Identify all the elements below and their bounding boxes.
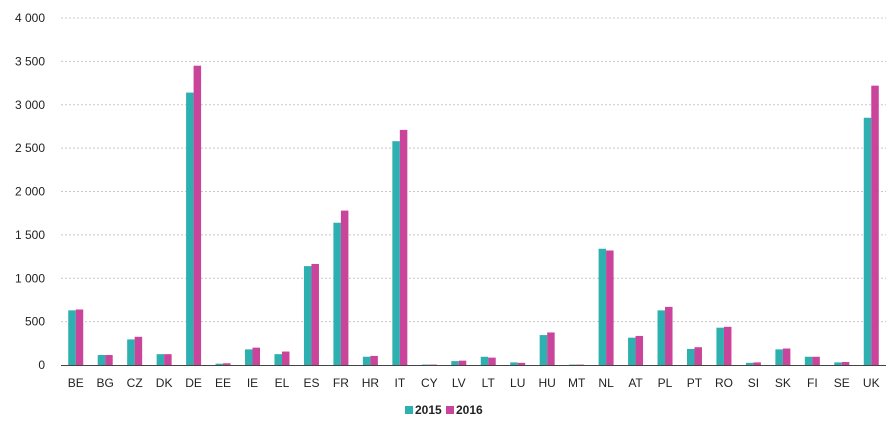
bar-bg-2015 [97,355,106,365]
x-tick-label-el: EL [275,376,290,390]
bar-hu-2015 [539,335,548,365]
bar-it-2016 [399,129,408,365]
bar-si-2016 [753,362,761,365]
bar-pt-2016 [694,347,702,365]
gridlines [61,17,886,323]
legend-label-2015: 2015 [415,403,442,417]
bar-be-2015 [68,310,76,365]
bar-fi-2015 [804,356,813,365]
bar-cz-2016 [134,336,143,365]
bar-pl-2016 [665,306,673,365]
bar-at-2015 [628,337,636,365]
bar-ee-2016 [223,363,231,365]
y-tick-label: 4 000 [15,11,45,25]
bar-si-2015 [745,362,754,365]
x-tick-label-pt: PT [687,376,703,390]
bar-ro-2016 [723,326,732,365]
bar-lt-2016 [488,357,496,365]
bar-nl-2015 [598,248,607,365]
bar-uk-2016 [871,85,879,365]
x-tick-label-cz: CZ [127,376,143,390]
bar-cz-2015 [127,339,135,365]
x-tick-label-ro: RO [715,376,733,390]
bar-at-2016 [635,335,644,365]
x-tick-label-de: DE [185,376,202,390]
bar-it-2015 [392,141,400,365]
bar-bg-2016 [105,355,113,365]
bar-de-2016 [193,65,202,366]
bar-uk-2015 [863,117,872,365]
bar-fr-2016 [340,210,349,365]
bar-ee-2015 [215,363,224,365]
bar-se-2015 [834,362,842,365]
x-tick-label-lt: LT [482,376,496,390]
bar-lu-2016 [517,362,526,365]
y-tick-label: 2 000 [15,185,45,199]
x-tick-label-be: BE [68,376,84,390]
x-tick-label-es: ES [303,376,319,390]
y-tick-label: 0 [38,358,45,372]
y-tick-label: 1 500 [15,228,45,242]
x-tick-label-it: IT [395,376,406,390]
bar-es-2015 [303,266,312,365]
y-axis-tick-labels: 0 500 1 000 1 500 2 000 2 500 3 000 3 500 4 000 [15,11,45,372]
x-tick-label-lv: LV [452,376,466,390]
y-tick-label: 1 000 [15,271,45,285]
bar-fr-2015 [333,222,341,365]
bar-el-2016 [281,351,290,365]
bar-lt-2015 [480,356,489,365]
bar-sk-2015 [775,349,783,365]
bar-sk-2016 [782,348,791,365]
x-tick-label-hr: HR [362,376,380,390]
legend-label-2016: 2016 [456,403,483,417]
x-tick-label-dk: DK [156,376,173,390]
bar-hr-2016 [370,355,378,365]
x-tick-label-at: AT [628,376,643,390]
bar-dk-2015 [156,354,165,365]
y-tick-label: 3 000 [15,98,45,112]
x-tick-label-hu: HU [538,376,555,390]
x-tick-label-bg: BG [97,376,114,390]
x-tick-label-ie: IE [247,376,258,390]
bar-be-2016 [75,309,84,365]
x-tick-label-sk: SK [775,376,791,390]
x-tick-label-se: SE [834,376,850,390]
bar-es-2016 [311,263,319,365]
bar-dk-2016 [164,354,172,365]
legend: 2015 2016 [405,403,483,417]
x-tick-label-pl: PL [658,376,673,390]
bar-de-2015 [186,92,194,365]
bar-hr-2015 [362,356,371,365]
x-tick-label-fi: FI [807,376,818,390]
bar-nl-2016 [606,250,614,365]
x-tick-label-nl: NL [598,376,614,390]
legend-swatch-2015 [405,406,413,414]
x-tick-label-si: SI [748,376,759,390]
bar-lv-2015 [451,361,459,365]
bar-pt-2015 [686,348,695,365]
bar-pl-2015 [657,310,666,365]
bars [68,65,879,366]
bar-ro-2015 [716,327,724,365]
x-tick-label-lu: LU [510,376,525,390]
y-tick-label: 3 500 [15,54,45,68]
bar-lu-2015 [510,362,518,365]
x-tick-label-fr: FR [333,376,349,390]
bar-el-2015 [274,354,282,365]
bar-se-2016 [841,361,850,365]
legend-swatch-2016 [446,406,454,414]
y-tick-label: 500 [25,315,45,329]
bar-fi-2016 [812,356,820,365]
bar-ie-2016 [252,347,261,365]
bar-lv-2016 [458,360,467,365]
x-tick-label-mt: MT [568,376,586,390]
bar-ie-2015 [245,349,253,365]
x-tick-label-uk: UK [863,376,880,390]
y-tick-label: 2 500 [15,141,45,155]
bar-hu-2016 [547,332,555,365]
x-tick-label-cy: CY [421,376,438,390]
x-axis-tick-labels: BE BG CZ DK DE EE IE EL ES FR HR IT CY LV LT LU HU MT NL AT… [68,376,880,390]
x-tick-label-ee: EE [215,376,231,390]
